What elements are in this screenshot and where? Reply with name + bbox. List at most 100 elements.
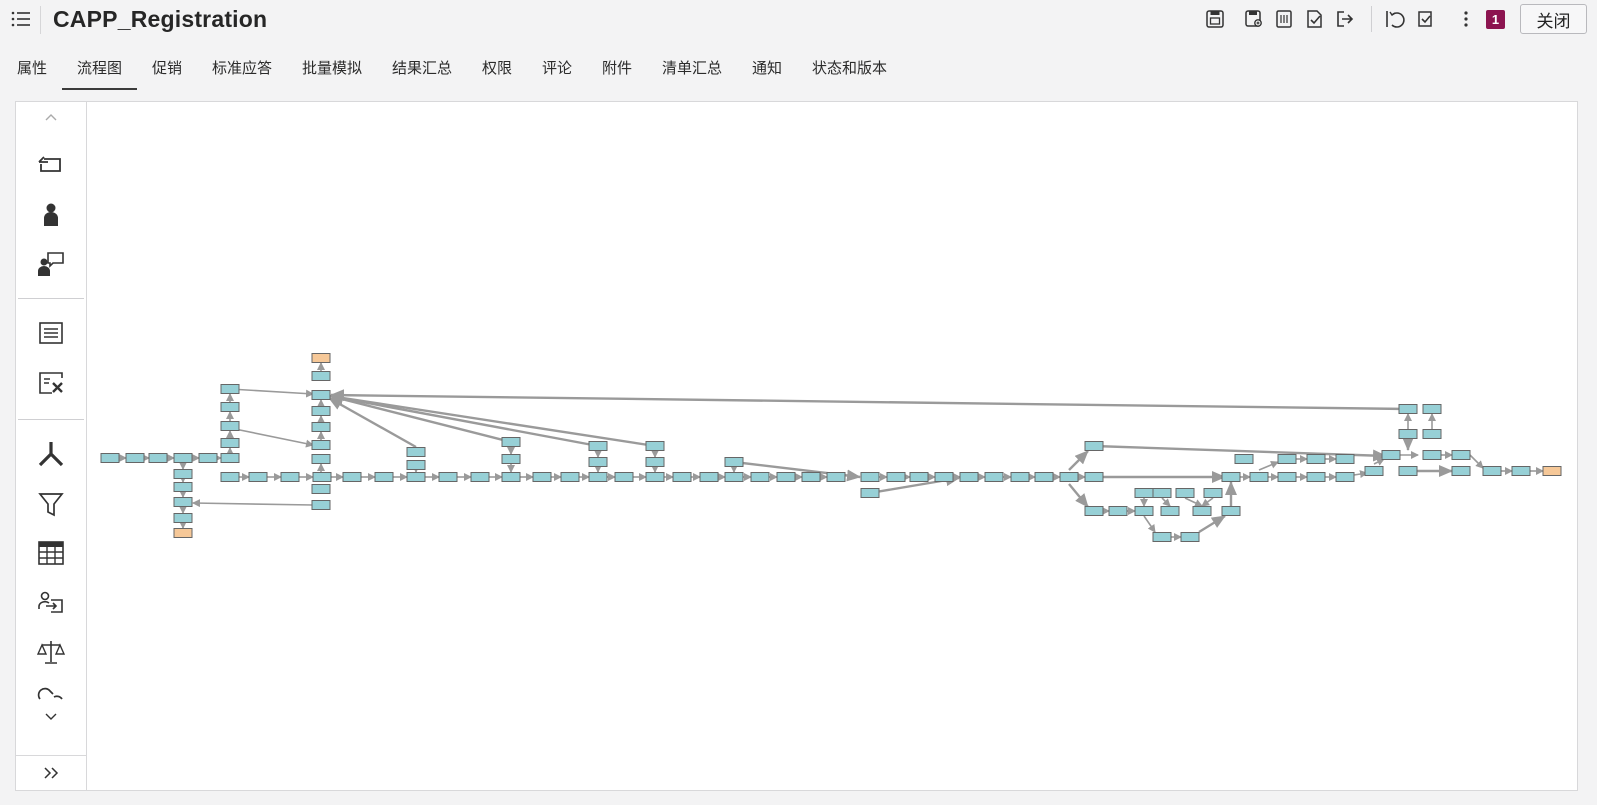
flow-node[interactable] [1306,472,1326,482]
flow-node[interactable] [724,457,744,467]
flow-node[interactable] [406,472,426,482]
flow-node[interactable] [220,384,240,394]
flow-node[interactable] [959,472,979,482]
flow-node[interactable] [776,472,796,482]
flow-node[interactable] [532,472,552,482]
flow-node[interactable] [645,472,665,482]
flow-node[interactable] [1511,466,1531,476]
flow-node[interactable] [1451,450,1471,460]
flow-node[interactable] [645,457,665,467]
more-vert-icon[interactable] [1455,8,1477,30]
flow-node[interactable] [886,472,906,482]
flow-node[interactable] [588,457,608,467]
flow-node[interactable] [1108,506,1128,516]
flow-node[interactable] [984,472,1004,482]
flow-node[interactable] [588,441,608,451]
flow-node[interactable] [311,422,331,432]
flow-node[interactable] [1306,454,1326,464]
flow-node[interactable] [1277,472,1297,482]
tab-promotion[interactable]: 促销 [152,59,183,77]
flow-node[interactable] [501,472,521,482]
list-node-icon[interactable] [36,318,66,348]
flow-node[interactable] [934,472,954,482]
flow-node[interactable] [1175,488,1195,498]
flow-node[interactable] [1277,454,1297,464]
flow-node[interactable] [860,488,880,498]
flow-node[interactable] [1034,472,1054,482]
flow-node[interactable] [148,453,168,463]
tab-list-summary[interactable]: 清单汇总 [662,59,723,77]
flow-node[interactable] [860,472,880,482]
flow-node[interactable] [1084,506,1104,516]
flow-node[interactable] [1203,488,1223,498]
flow-node[interactable] [342,472,362,482]
tab-status-version[interactable]: 状态和版本 [812,59,888,77]
flow-node[interactable] [724,472,744,482]
flow-node[interactable] [311,484,331,494]
tab-result-summary[interactable]: 结果汇总 [392,59,453,77]
flow-node[interactable] [1398,429,1418,439]
flow-node[interactable] [1010,472,1030,482]
flow-node[interactable] [220,402,240,412]
flow-node[interactable] [125,453,145,463]
flow-node[interactable] [1364,466,1384,476]
scroll-down-icon[interactable] [43,711,59,723]
flow-node[interactable] [248,472,268,482]
flow-node[interactable] [280,472,300,482]
flow-node[interactable] [312,472,332,482]
flow-node[interactable] [173,482,193,492]
flow-node[interactable] [1221,506,1241,516]
flow-node[interactable] [1422,450,1442,460]
flow-node[interactable] [198,453,218,463]
export-icon[interactable] [1333,8,1355,30]
list-view-icon[interactable] [1273,8,1295,30]
flow-node[interactable] [220,438,240,448]
flow-node[interactable] [173,453,193,463]
flow-node[interactable] [1084,441,1104,451]
terminal-node[interactable] [1542,466,1562,476]
validate-icon[interactable] [1414,8,1436,30]
flow-node[interactable] [438,472,458,482]
flow-node[interactable] [406,447,426,457]
flow-node[interactable] [220,453,240,463]
flow-node[interactable] [826,472,846,482]
check-doc-icon[interactable] [1303,8,1325,30]
tab-batch-simulation[interactable]: 批量模拟 [302,59,363,77]
flow-node[interactable] [501,437,521,447]
flow-node[interactable] [311,406,331,416]
tab-standard-response[interactable]: 标准应答 [212,59,273,77]
tab-properties[interactable]: 属性 [17,59,48,77]
flow-node[interactable] [311,371,331,381]
assign-icon[interactable] [36,588,66,618]
save-as-icon[interactable] [1243,8,1265,30]
flow-node[interactable] [173,469,193,479]
flow-node[interactable] [173,513,193,523]
expand-palette-button[interactable] [16,755,86,789]
flow-node[interactable] [1422,429,1442,439]
remove-card-icon[interactable] [36,368,66,398]
flow-node[interactable] [220,421,240,431]
user-message-icon[interactable] [36,249,66,279]
split-icon[interactable] [36,439,66,469]
flow-node[interactable] [1180,532,1200,542]
flow-node[interactable] [672,472,692,482]
flow-node[interactable] [406,460,426,470]
flow-node[interactable] [614,472,634,482]
flow-node[interactable] [750,472,770,482]
notification-badge[interactable]: 1 [1486,10,1505,29]
flow-node[interactable] [1059,472,1079,482]
table-icon[interactable] [36,538,66,568]
tab-notifications[interactable]: 通知 [752,59,783,77]
flow-node[interactable] [1398,466,1418,476]
flow-node[interactable] [311,500,331,510]
flow-node[interactable] [801,472,821,482]
flowchart-canvas[interactable] [88,102,1577,790]
flow-node[interactable] [374,472,394,482]
flow-node[interactable] [1398,404,1418,414]
flow-node[interactable] [100,453,120,463]
flow-node[interactable] [909,472,929,482]
flow-node[interactable] [645,441,665,451]
flow-node[interactable] [1134,488,1154,498]
flow-node[interactable] [470,472,490,482]
flow-node[interactable] [1192,506,1212,516]
